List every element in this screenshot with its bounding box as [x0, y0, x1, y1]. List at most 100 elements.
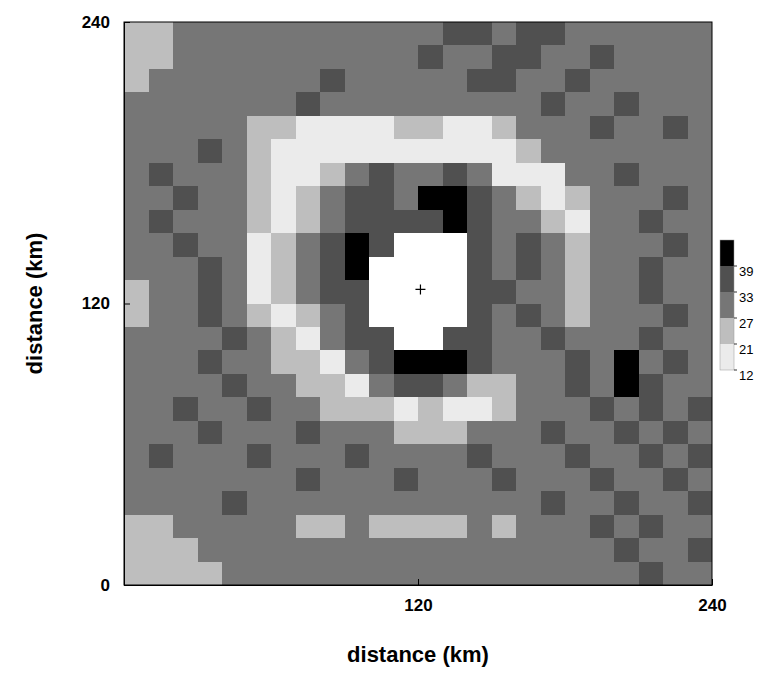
heat-cell: [222, 257, 247, 281]
heat-cell: [541, 163, 566, 187]
heat-cell: [296, 186, 321, 210]
heat-cell: [271, 374, 296, 398]
heat-cell: [565, 69, 590, 93]
heat-cell: [443, 491, 468, 515]
heat-cell: [222, 374, 247, 398]
heat-cell: [345, 327, 370, 351]
y-tick-label: 120: [82, 294, 110, 313]
heat-cell: [614, 69, 639, 93]
heat-cell: [516, 116, 541, 140]
heat-cell: [247, 116, 272, 140]
heat-cell: [149, 304, 174, 328]
heat-cell: [541, 186, 566, 210]
heat-cell: [467, 257, 492, 281]
heat-cell: [590, 210, 615, 234]
heat-cell: [271, 186, 296, 210]
heat-cell: [124, 468, 149, 492]
heat-cell: [639, 562, 664, 585]
colorbar-tick: [734, 344, 737, 345]
heat-cell: [394, 515, 419, 539]
heat-cell: [271, 515, 296, 539]
heat-cell: [418, 92, 443, 116]
heat-cell: [590, 22, 615, 46]
heat-cell: [124, 515, 149, 539]
heat-cell: [320, 163, 345, 187]
heat-cell: [590, 350, 615, 374]
heat-cell: [124, 538, 149, 562]
heat-cell: [320, 280, 345, 304]
heat-cell: [173, 374, 198, 398]
heat-cell: [320, 397, 345, 421]
heat-cell: [443, 280, 468, 304]
heat-cell: [639, 139, 664, 163]
heat-cell: [271, 444, 296, 468]
colorbar-label: 21: [739, 342, 753, 357]
x-tick-mark: [712, 579, 713, 585]
heat-cell: [614, 139, 639, 163]
heat-cell: [296, 69, 321, 93]
heat-cell: [688, 257, 713, 281]
heat-cell: [614, 374, 639, 398]
heat-cell: [271, 139, 296, 163]
heat-cell: [688, 233, 713, 257]
heat-cell: [639, 116, 664, 140]
heat-cell: [345, 350, 370, 374]
heat-cell: [198, 562, 223, 585]
heat-cell: [271, 350, 296, 374]
heat-cell: [614, 515, 639, 539]
heat-cell: [222, 491, 247, 515]
heat-cell: [541, 444, 566, 468]
heat-cell: [222, 515, 247, 539]
heat-cell: [688, 397, 713, 421]
heat-cell: [590, 397, 615, 421]
heat-cell: [320, 491, 345, 515]
heat-cell: [345, 45, 370, 69]
heat-cell: [418, 257, 443, 281]
heat-cell: [345, 116, 370, 140]
heat-cell: [320, 116, 345, 140]
x-tick-mark: [418, 579, 419, 585]
heat-cell: [222, 350, 247, 374]
heat-cell: [369, 468, 394, 492]
heat-cell: [345, 562, 370, 585]
heat-cell: [369, 92, 394, 116]
colorbar-box: [720, 266, 734, 292]
heat-cell: [149, 562, 174, 585]
heat-cell: [345, 22, 370, 46]
heat-cell: [149, 45, 174, 69]
heat-cell: [492, 304, 517, 328]
heat-cell: [124, 163, 149, 187]
colorbar-box: [720, 292, 734, 318]
heat-cell: [492, 22, 517, 46]
heat-cell: [443, 397, 468, 421]
heat-cell: [198, 22, 223, 46]
heat-cell: [173, 327, 198, 351]
heat-cell: [565, 304, 590, 328]
heat-cell: [639, 304, 664, 328]
heat-cell: [149, 491, 174, 515]
heat-cell: [345, 163, 370, 187]
heat-cell: [345, 92, 370, 116]
heat-cell: [639, 186, 664, 210]
heat-cell: [271, 233, 296, 257]
heat-cell: [247, 397, 272, 421]
heat-cell: [198, 374, 223, 398]
heat-cell: [565, 233, 590, 257]
heat-cell: [369, 69, 394, 93]
heat-cell: [345, 139, 370, 163]
heat-cell: [492, 139, 517, 163]
heat-cell: [590, 421, 615, 445]
heat-cell: [247, 515, 272, 539]
heat-cell: [247, 257, 272, 281]
heat-cell: [173, 45, 198, 69]
heat-cell: [663, 515, 688, 539]
heat-cell: [688, 92, 713, 116]
heat-cell: [296, 163, 321, 187]
heat-cell: [198, 69, 223, 93]
heat-cell: [296, 233, 321, 257]
heat-cell: [443, 515, 468, 539]
heat-cell: [590, 92, 615, 116]
heat-cell: [688, 163, 713, 187]
heat-cell: [492, 421, 517, 445]
heat-cell: [541, 350, 566, 374]
